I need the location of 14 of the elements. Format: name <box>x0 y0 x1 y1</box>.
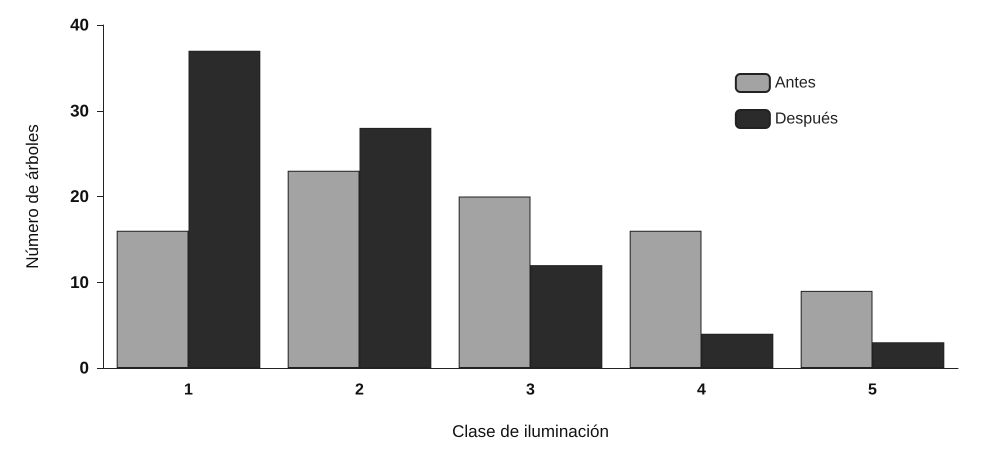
legend-label: Después <box>774 110 838 128</box>
x-tick-label: 3 <box>526 382 536 398</box>
y-tick-label: 20 <box>70 187 89 206</box>
x-axis-title: Clase de iluminación <box>452 422 609 441</box>
legend-label: Antes <box>774 74 816 92</box>
y-axis-title: Número de árboles <box>23 124 42 269</box>
x-tick-label: 2 <box>355 382 364 398</box>
y-tick-label: 10 <box>70 272 89 292</box>
y-tick-label: 40 <box>70 16 89 34</box>
x-tick-label: 5 <box>868 382 878 398</box>
y-tick-label: 0 <box>80 358 89 378</box>
x-tick-label: 1 <box>184 382 194 398</box>
y-tick-label: 30 <box>70 101 89 120</box>
x-tick-label: 4 <box>697 382 706 398</box>
